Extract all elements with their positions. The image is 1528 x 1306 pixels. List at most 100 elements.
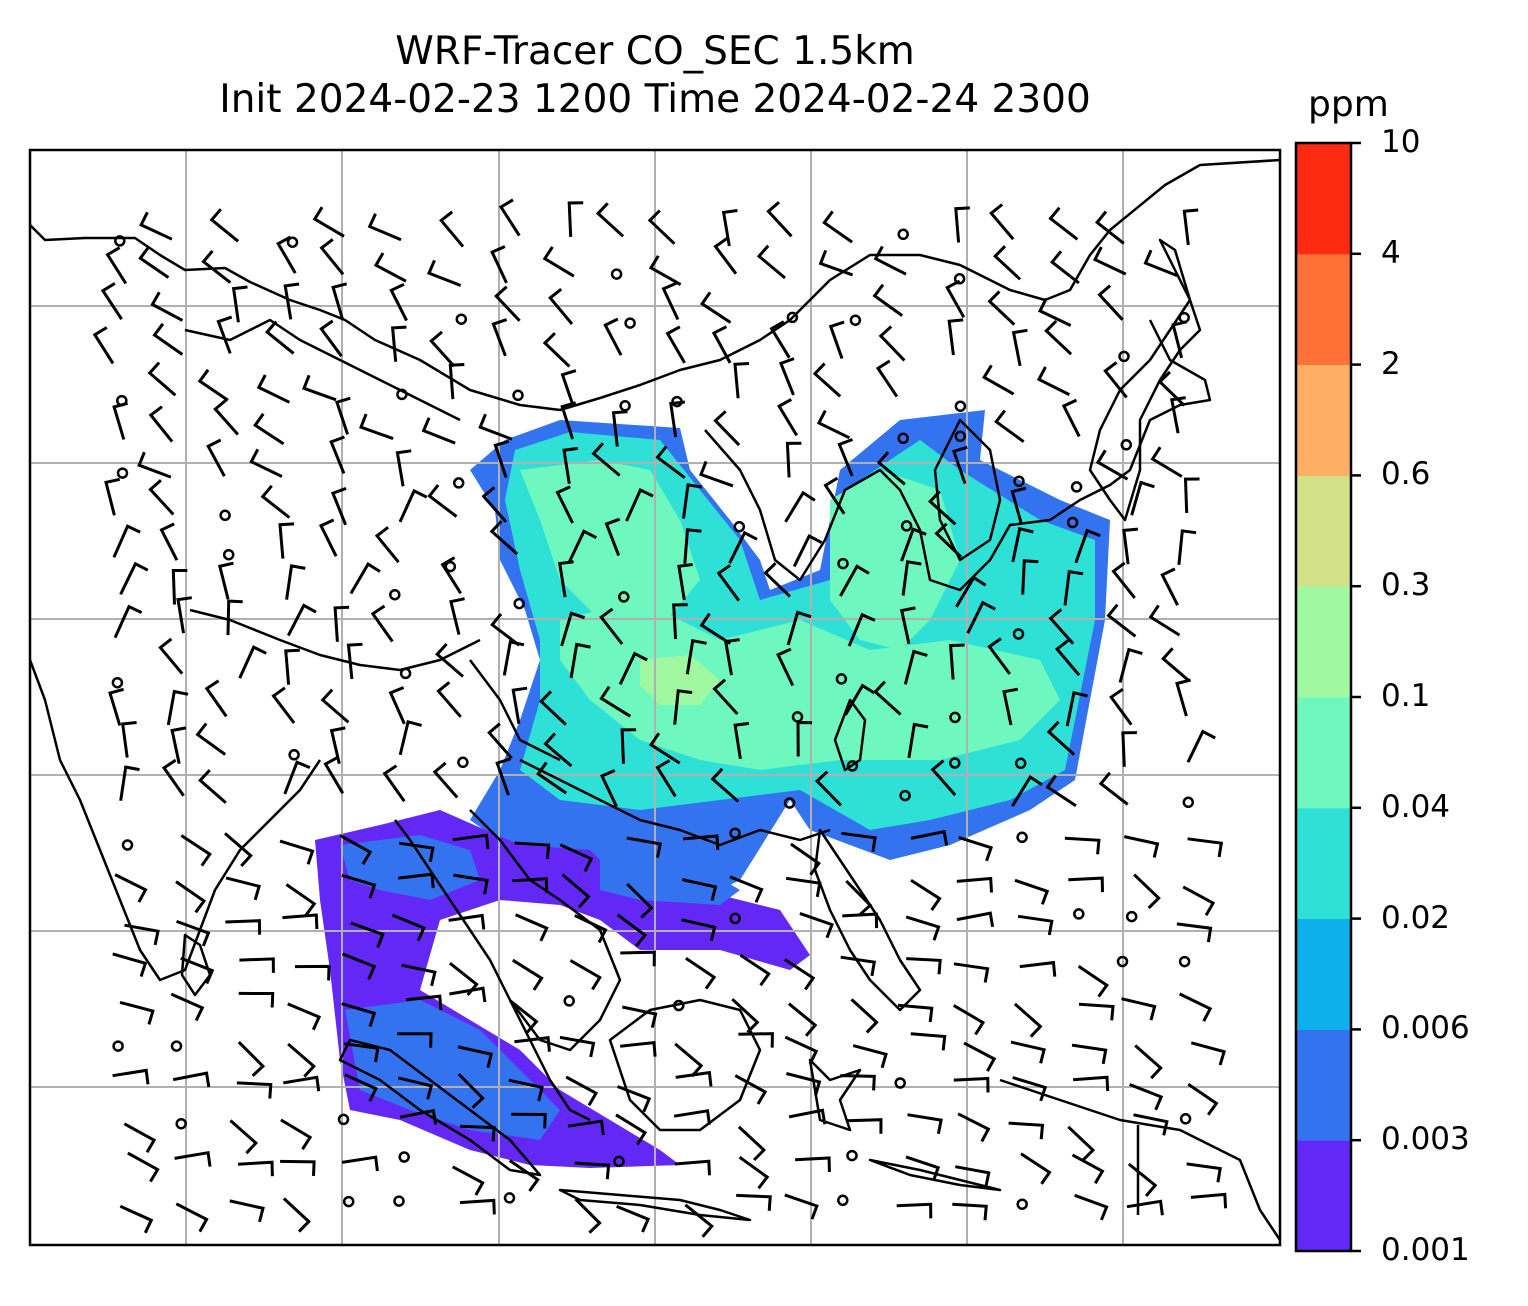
wind-barb bbox=[515, 913, 549, 942]
wind-barb bbox=[1078, 1002, 1115, 1021]
wind-barb-calm bbox=[949, 757, 961, 769]
wind-barb bbox=[994, 409, 1025, 443]
wind-barb bbox=[180, 834, 212, 867]
wind-barb bbox=[171, 569, 188, 605]
wind-barb bbox=[672, 603, 688, 640]
wind-barb bbox=[599, 769, 618, 808]
colorbar-tick-label: 0.001 bbox=[1381, 1232, 1470, 1268]
wind-barb bbox=[620, 728, 637, 764]
wind-barb bbox=[560, 611, 586, 647]
wind-barb bbox=[1071, 1153, 1105, 1185]
wind-barb-calm bbox=[455, 313, 468, 325]
wind-barb-calm bbox=[288, 749, 300, 761]
wind-barb bbox=[699, 612, 732, 645]
wind-barb bbox=[713, 237, 738, 275]
wind-barb bbox=[559, 1035, 596, 1058]
wind-barb bbox=[490, 612, 521, 647]
wind-barb-calm bbox=[618, 591, 630, 603]
wind-barb bbox=[1098, 771, 1129, 806]
wind-barb bbox=[567, 201, 584, 237]
wind-barb bbox=[710, 767, 740, 803]
wind-barb bbox=[799, 911, 834, 939]
wind-barb bbox=[1063, 569, 1084, 606]
wind-barb bbox=[685, 638, 707, 675]
wind-barb bbox=[655, 759, 677, 798]
wind-barb bbox=[615, 1113, 648, 1146]
wind-barb bbox=[1067, 1125, 1096, 1162]
wind-barb bbox=[1106, 603, 1137, 638]
wind-barb bbox=[449, 597, 465, 635]
wind-barb bbox=[555, 485, 574, 524]
wind-barb-calm bbox=[610, 268, 623, 280]
wind-barb bbox=[166, 689, 189, 726]
colorbar-segment bbox=[1296, 1029, 1351, 1141]
wind-barb bbox=[113, 604, 143, 639]
wind-barb bbox=[487, 722, 513, 760]
wind-barb-calm bbox=[175, 1117, 187, 1130]
wind-barb bbox=[665, 325, 686, 364]
wind-barb bbox=[342, 952, 377, 980]
wind-barb bbox=[728, 530, 758, 564]
wind-barb bbox=[1064, 836, 1101, 855]
wind-barb bbox=[945, 279, 966, 319]
wind-barb bbox=[873, 680, 902, 716]
wind-barb bbox=[489, 520, 519, 556]
wind-barb bbox=[603, 317, 623, 356]
wind-barb bbox=[828, 320, 845, 359]
wind-barb bbox=[595, 202, 625, 238]
wind-barb bbox=[373, 252, 407, 283]
wind-barb bbox=[112, 524, 141, 558]
colorbar-tick-label: 0.006 bbox=[1381, 1010, 1470, 1047]
wind-barb-calm bbox=[1070, 481, 1083, 493]
wind-barb bbox=[457, 1045, 494, 1069]
wind-barb bbox=[1011, 526, 1034, 563]
wind-barb bbox=[685, 956, 717, 990]
wind-barb bbox=[388, 686, 406, 725]
colorbar-tick-label: 4 bbox=[1381, 234, 1401, 271]
wind-barb bbox=[842, 912, 879, 929]
wind-barb bbox=[1182, 885, 1216, 916]
wind-barb bbox=[512, 877, 549, 893]
wind-barb bbox=[557, 560, 574, 598]
wind-barb-calm bbox=[783, 797, 796, 809]
coast-philippines bbox=[813, 828, 922, 1012]
wind-barb bbox=[952, 1004, 986, 1036]
wind-barb bbox=[253, 412, 285, 446]
wind-barb bbox=[1175, 678, 1191, 717]
wind-barb bbox=[565, 1075, 599, 1107]
colorbar-segment bbox=[1296, 918, 1351, 1030]
wind-barb bbox=[237, 1041, 266, 1077]
wind-barb-calm bbox=[1116, 955, 1129, 968]
wind-barb bbox=[1109, 687, 1133, 726]
wind-barb bbox=[769, 320, 791, 359]
wind-barb bbox=[763, 562, 792, 598]
wind-barb bbox=[382, 764, 406, 803]
wind-barb bbox=[1077, 964, 1109, 998]
wind-barb bbox=[673, 689, 693, 725]
wind-barb bbox=[684, 1203, 714, 1238]
wind-barb bbox=[1094, 210, 1125, 245]
wind-barb bbox=[787, 1002, 818, 1037]
wind-barb bbox=[766, 201, 793, 238]
wind-barb bbox=[511, 1112, 547, 1129]
colorbar-segment bbox=[1296, 697, 1351, 809]
wind-barb bbox=[958, 835, 994, 862]
wind-barb-calm bbox=[900, 520, 913, 532]
wind-barb bbox=[845, 879, 873, 916]
wind-barb bbox=[1020, 1152, 1052, 1185]
wind-barb bbox=[548, 288, 574, 325]
wind-barb bbox=[723, 638, 740, 676]
plot-title: WRF-Tracer CO_SEC 1.5km Init 2024-02-23 … bbox=[30, 28, 1280, 124]
wind-barb bbox=[934, 522, 963, 559]
wind-barb bbox=[784, 1193, 819, 1220]
wind-barb bbox=[217, 561, 234, 600]
wind-barb-calm bbox=[954, 400, 967, 412]
wind-barb bbox=[906, 957, 942, 975]
wind-barb bbox=[148, 479, 175, 516]
wind-barb bbox=[374, 526, 400, 564]
wind-barb bbox=[993, 245, 1022, 281]
wind-barb bbox=[213, 398, 240, 436]
wind-barb bbox=[1130, 480, 1155, 516]
wind-barb bbox=[790, 842, 821, 876]
wind-barb bbox=[626, 882, 654, 919]
